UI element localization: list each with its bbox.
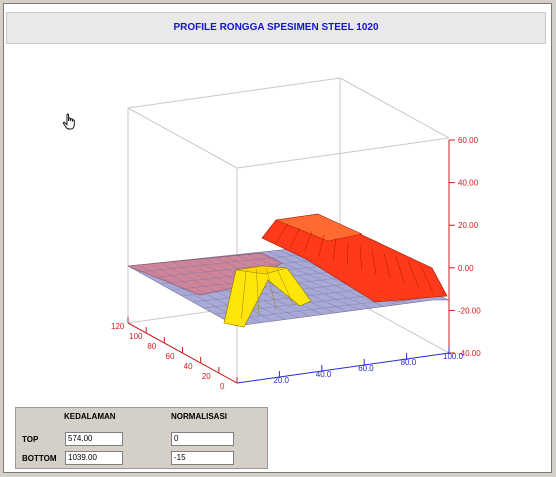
depth-tick-label: 80 bbox=[147, 342, 156, 351]
ridge-stripe bbox=[371, 249, 377, 274]
ridge-mid-stripe bbox=[276, 268, 294, 306]
ridge-stripe bbox=[407, 260, 419, 288]
box-back-top bbox=[127, 77, 341, 109]
x-tick-label: 20.0 bbox=[273, 376, 289, 385]
hand-pointer-icon bbox=[62, 113, 78, 131]
z-tick-label: 60.00 bbox=[458, 136, 479, 145]
ridge-mid-stripe bbox=[223, 269, 237, 324]
depth-tick-label: 100 bbox=[129, 332, 143, 341]
z-tick-label: 20.00 bbox=[458, 221, 479, 230]
z-axis: 60.00 40.00 20.00 0.00 -20.00 -40.00 bbox=[448, 136, 481, 358]
x-tick-label: 100.0 bbox=[443, 352, 464, 361]
bottom-normalisasi-field[interactable]: -15 bbox=[171, 451, 234, 465]
depth-tick-label: 0 bbox=[220, 382, 225, 391]
top-label: TOP bbox=[22, 435, 39, 444]
ridge-stripe bbox=[304, 230, 313, 252]
ridge-mid-stripe bbox=[266, 268, 277, 310]
ridge-high-stripes bbox=[261, 219, 448, 297]
ridge-stripe bbox=[383, 253, 391, 279]
x-axis: 20.0 40.0 60.0 80.0 100.0 bbox=[236, 347, 464, 385]
chart-title: PROFILE RONGGA SPESIMEN STEEL 1020 bbox=[6, 12, 546, 44]
depth-axis: 0 20 40 60 80 100 120 bbox=[111, 317, 238, 391]
ridge-stripe bbox=[431, 267, 448, 297]
depth-tick-label: 60 bbox=[166, 352, 175, 361]
ridge-stripe bbox=[318, 234, 325, 256]
normalisasi-header: NORMALISASI bbox=[171, 412, 227, 421]
ridge-stripe bbox=[276, 223, 289, 243]
ridge-stripe bbox=[332, 238, 337, 261]
mesh-line bbox=[138, 253, 315, 273]
ridge-stripe bbox=[261, 219, 277, 239]
ridge-high-top bbox=[275, 213, 363, 242]
z-tick-label: -20.00 bbox=[458, 306, 481, 315]
ridge-stripe bbox=[290, 227, 301, 248]
x-tick-label: 80.0 bbox=[401, 358, 417, 367]
z-tick-label: -40.00 bbox=[458, 349, 481, 358]
z-tick-label: 40.00 bbox=[458, 179, 479, 188]
ridge-mid-stripe bbox=[256, 269, 260, 315]
x-axis-line bbox=[236, 352, 450, 384]
x-tick-label: 40.0 bbox=[316, 370, 332, 379]
kedalaman-header: KEDALAMAN bbox=[64, 412, 116, 421]
box-front-top bbox=[127, 107, 238, 169]
depth-tick-label: 120 bbox=[111, 322, 125, 331]
box-front-top-right bbox=[236, 137, 450, 169]
mesh-line bbox=[256, 252, 384, 307]
z-tick-label: 0.00 bbox=[458, 264, 474, 273]
depth-tick-label: 20 bbox=[202, 372, 211, 381]
top-normalisasi-field[interactable]: 0 bbox=[171, 432, 234, 446]
ridge-mid-stripes bbox=[223, 267, 312, 324]
mesh-line bbox=[246, 253, 372, 309]
depth-panel: KEDALAMAN NORMALISASI TOP BOTTOM 574.00 … bbox=[15, 407, 268, 469]
ridge-mid-stripe bbox=[241, 269, 247, 319]
ridge-stripe bbox=[395, 256, 405, 283]
ridge-stripe bbox=[347, 242, 349, 265]
x-tick-label: 60.0 bbox=[358, 364, 374, 373]
top-kedalaman-field[interactable]: 574.00 bbox=[65, 432, 123, 446]
box-right-top bbox=[339, 77, 450, 139]
ridge-stripe bbox=[359, 245, 362, 270]
bottom-kedalaman-field[interactable]: 1039.00 bbox=[65, 451, 123, 465]
ridge-mid-stripe bbox=[286, 267, 312, 302]
depth-tick-label: 40 bbox=[184, 362, 193, 371]
mesh-line bbox=[149, 258, 330, 279]
ridge-stripe bbox=[419, 264, 433, 292]
mesh-line bbox=[170, 261, 286, 320]
bottom-label: BOTTOM bbox=[22, 454, 57, 463]
